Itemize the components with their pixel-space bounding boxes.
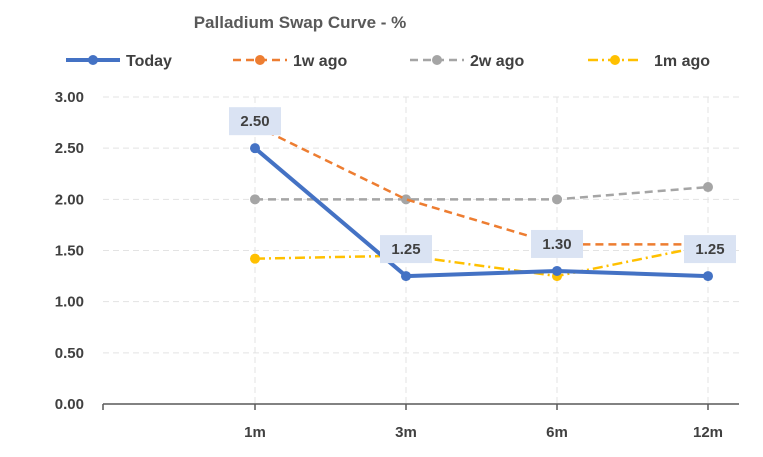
data-label-box — [531, 229, 583, 258]
series-2w-ago — [250, 182, 713, 205]
series-group — [250, 124, 713, 282]
gridlines — [103, 96, 739, 404]
chart-title: Palladium Swap Curve - % — [194, 13, 407, 32]
series-line — [253, 146, 709, 279]
legend-label: 2w ago — [470, 53, 524, 70]
series-line — [254, 244, 709, 278]
data-label-text: 1.30 — [542, 236, 571, 253]
data-label-text: 1.25 — [391, 241, 420, 258]
legend-label: 1m ago — [654, 53, 710, 70]
data-label-box — [380, 235, 432, 264]
data-label-box — [684, 235, 736, 264]
legend-item-2w-ago: 2w ago — [410, 53, 524, 70]
y-tick-label: 2.50 — [55, 140, 84, 157]
y-tick-label: 0.50 — [55, 345, 84, 362]
legend-marker — [88, 55, 98, 65]
legend-label: 1w ago — [293, 53, 347, 70]
legend-label: Today — [126, 53, 172, 70]
legend: Today 1w ago 2w ago 1m ago — [66, 53, 710, 70]
data-point — [250, 194, 260, 205]
data-label-text: 2.50 — [240, 113, 269, 130]
y-tick-label: 1.00 — [55, 294, 84, 311]
x-tick-label: 3m — [395, 424, 417, 441]
legend-marker — [610, 55, 620, 65]
y-tick-label: 0.00 — [55, 396, 84, 413]
data-label: 1.25 — [684, 235, 736, 264]
data-point — [552, 265, 562, 276]
series-line — [255, 185, 709, 201]
x-tick-label: 6m — [546, 424, 568, 441]
series-1w-ago — [254, 124, 708, 246]
data-point — [703, 271, 713, 282]
data-point — [250, 143, 260, 154]
data-point — [703, 182, 713, 193]
data-point — [401, 271, 411, 282]
series-line — [254, 124, 708, 246]
data-label-text: 1.25 — [695, 241, 724, 258]
legend-item-1m-ago: 1m ago — [588, 53, 710, 70]
data-label-box — [229, 107, 281, 136]
legend-marker — [432, 55, 442, 65]
data-point — [401, 194, 411, 205]
legend-item-today: Today — [66, 53, 172, 70]
y-tick-label: 3.00 — [55, 89, 84, 106]
data-point — [552, 194, 562, 205]
x-tick-label: 12m — [693, 424, 723, 441]
y-tick-label: 2.00 — [55, 191, 84, 208]
x-tick-label: 1m — [244, 424, 266, 441]
data-label: 1.30 — [531, 229, 583, 258]
x-axis: 1m 3m 6m 12m — [102, 403, 739, 441]
data-labels: 2.50 1.25 1.30 1.25 — [229, 107, 736, 264]
data-label: 2.50 — [229, 107, 281, 136]
series-today — [250, 143, 713, 282]
y-axis: 0.00 0.50 1.00 1.50 2.00 2.50 3.00 — [55, 89, 84, 413]
legend-marker — [255, 55, 265, 65]
legend-item-1w-ago: 1w ago — [233, 53, 347, 70]
data-point — [250, 253, 260, 264]
data-label: 1.25 — [380, 235, 432, 264]
y-tick-label: 1.50 — [55, 243, 84, 260]
